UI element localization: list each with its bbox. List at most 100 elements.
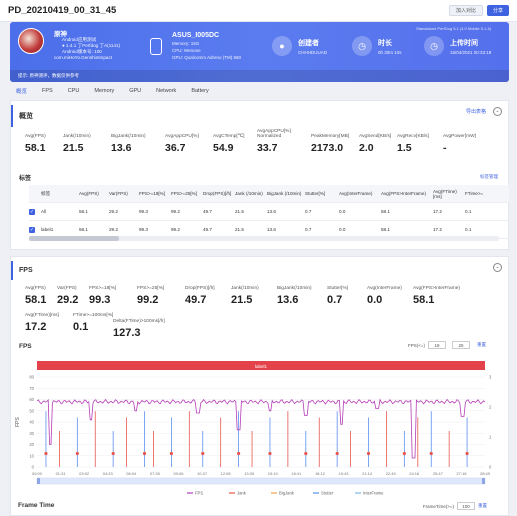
app-info-line: Android版本号: 100 <box>62 49 102 54</box>
table-scrollbar[interactable] <box>29 236 499 241</box>
fps-chart[interactable]: label1 0 10 20 30 40 50 60 70 80 0 1 2 3 FPS 00:00 01:31… <box>11 355 508 505</box>
upload-label: 上传时间 <box>450 39 478 47</box>
column-header[interactable]: 标签 <box>41 190 51 196</box>
table-row[interactable]: ✓ All 58.1 29.2 99.3 99.2 49.7 21.5 13.6 0.7 0.0 58… <box>29 203 509 221</box>
x-tick-label: 28:49 <box>480 471 491 476</box>
fps-section-title: FPS <box>11 261 508 280</box>
table-header: 标签 Avg(FPS) Var(FPS) FPS>=18[%] FPS>=25[%] Dr… <box>29 185 509 203</box>
metric-value: 99.2 <box>137 294 159 306</box>
fps-threshold-controls: FPS(<=) 18 25 重置 <box>408 341 486 349</box>
section-tabs: 概览 FPS CPU Memory GPU Network Battery <box>10 84 509 98</box>
column-header[interactable]: Avg(FTime)[ms] <box>433 188 457 199</box>
jank-marker[interactable] <box>335 451 339 456</box>
jank-marker[interactable] <box>201 451 205 456</box>
metric-label: Var(FPS) <box>57 286 77 291</box>
jank-marker[interactable] <box>465 451 469 456</box>
tab-battery[interactable]: Battery <box>191 88 209 94</box>
jank-marker[interactable] <box>75 451 79 456</box>
tab-fps[interactable]: FPS <box>42 88 53 94</box>
export-table-link[interactable]: 导出表格 <box>465 109 486 115</box>
column-header[interactable]: Avg(InterFrame) <box>339 191 373 196</box>
column-header[interactable]: Avg(FPS) <box>79 191 99 196</box>
legend-label[interactable]: Jank <box>237 491 247 496</box>
column-header[interactable]: FPS>=25[%] <box>171 191 198 196</box>
phone-icon <box>150 37 162 55</box>
table-cell: 58.1 <box>381 209 390 214</box>
table-cell: 49.7 <box>203 209 212 214</box>
metric-label: Avg(InterFrame) <box>367 286 402 291</box>
metric-value: 0.1 <box>73 321 89 333</box>
legend-label[interactable]: BigJank <box>279 491 295 496</box>
fps-reset-button[interactable]: 重置 <box>477 342 486 347</box>
jank-marker[interactable] <box>366 451 371 456</box>
jank-marker[interactable] <box>169 451 173 456</box>
x-tick-label: 16:41 <box>291 471 302 476</box>
fps-threshold-input-2[interactable]: 25 <box>452 341 470 349</box>
fps-card: FPS ⌄ Avg(FPS) 58.1 Var(FPS) 29.2 FPS>=18[%]… <box>10 256 509 516</box>
share-button[interactable]: 分享 <box>486 5 509 16</box>
tab-gpu[interactable]: GPU <box>129 88 142 94</box>
metric-label: AvgPower[mW] <box>443 134 476 139</box>
column-header[interactable]: FPS>=18[%] <box>139 191 166 196</box>
tab-network[interactable]: Network <box>156 88 177 94</box>
jank-marker[interactable] <box>304 451 308 456</box>
metric-label: AvgCTemp[℃] <box>213 134 245 139</box>
fps-metric: Avg(FPS>InterFrame) 58.1 <box>413 279 475 306</box>
overview-metric: PeakMemory[MB] 2173.0 <box>311 127 359 154</box>
range-slider[interactable] <box>36 477 486 485</box>
column-header[interactable]: Stutter[%] <box>305 191 326 196</box>
jank-marker[interactable] <box>111 451 115 456</box>
legend-label[interactable]: InterFrame <box>363 491 384 496</box>
collapse-icon[interactable]: ⌄ <box>493 107 502 116</box>
row-checkbox[interactable]: ✓ <box>29 208 35 215</box>
y2-tick-label: 1 <box>489 435 492 440</box>
metric-value: 0.7 <box>327 294 343 306</box>
page-title: PD_20210419_00_31_45 <box>8 5 117 16</box>
fps-metric: Jank(/10min) 21.5 <box>231 279 277 306</box>
jank-marker[interactable] <box>402 451 406 456</box>
column-header[interactable]: Var(FPS) <box>109 191 128 196</box>
upload-section: ◷ 上传时间 15/04/2021 00:33:18 <box>424 22 491 70</box>
tab-overview[interactable]: 概览 <box>16 89 28 95</box>
metric-label: FPS>=18[%] <box>89 286 117 291</box>
row-checkbox[interactable]: ✓ <box>29 226 35 233</box>
tab-cpu[interactable]: CPU <box>67 88 80 94</box>
legend-label[interactable]: Stutter <box>321 491 334 496</box>
fps-threshold-input-1[interactable]: 18 <box>428 341 446 349</box>
label-bar[interactable] <box>37 361 485 370</box>
range-handle-left[interactable] <box>37 478 40 484</box>
range-handle-right[interactable] <box>482 478 485 484</box>
x-tick-label: 06:04 <box>126 471 137 476</box>
y-tick-label: 40 <box>29 420 34 425</box>
compare-button[interactable]: 加入对比 <box>448 5 483 16</box>
table-cell: 21.5 <box>235 227 244 232</box>
metric-label: BigJank(/10min) <box>277 286 312 291</box>
frame-time-reset-button[interactable]: 重置 <box>478 503 487 508</box>
metric-value: 99.3 <box>89 294 111 306</box>
y-tick-label: 80 <box>29 375 34 380</box>
x-tick-label: 09:06 <box>173 471 184 476</box>
jank-marker[interactable] <box>237 451 241 456</box>
legend-label[interactable]: FPS <box>195 491 203 496</box>
y-tick-label: 30 <box>29 431 34 436</box>
device-gpu: GPU: Qualcomm Adreno (TM) 660 <box>172 55 242 60</box>
metric-label: Drop(FPS)[/h] <box>185 286 215 291</box>
metric-label: AvgRecv[KB/s] <box>397 134 429 139</box>
x-tick-label: 18:12 <box>315 471 326 476</box>
collapse-icon[interactable]: ⌄ <box>493 263 502 272</box>
column-header[interactable]: FTime>= <box>465 191 484 196</box>
tab-memory[interactable]: Memory <box>94 88 115 94</box>
label-manage-link[interactable]: 标签管理 <box>480 174 498 179</box>
jank-marker[interactable] <box>429 451 433 456</box>
metric-value: 21.5 <box>231 294 253 306</box>
column-header[interactable]: Drop(FPS)[/h] <box>203 191 232 196</box>
fps-metric: Var(FPS) 29.2 <box>57 279 89 306</box>
scrollbar-thumb[interactable] <box>29 236 119 241</box>
x-tick-label: 04:33 <box>103 471 114 476</box>
jank-marker[interactable] <box>142 451 147 456</box>
column-header[interactable]: Jank (/10min) <box>235 191 263 196</box>
column-header[interactable]: Avg(FPS>InterFrame) <box>381 191 426 196</box>
jank-marker[interactable] <box>44 451 48 456</box>
jank-marker[interactable] <box>268 451 272 456</box>
column-header[interactable]: BigJank (/10min) <box>267 191 302 196</box>
